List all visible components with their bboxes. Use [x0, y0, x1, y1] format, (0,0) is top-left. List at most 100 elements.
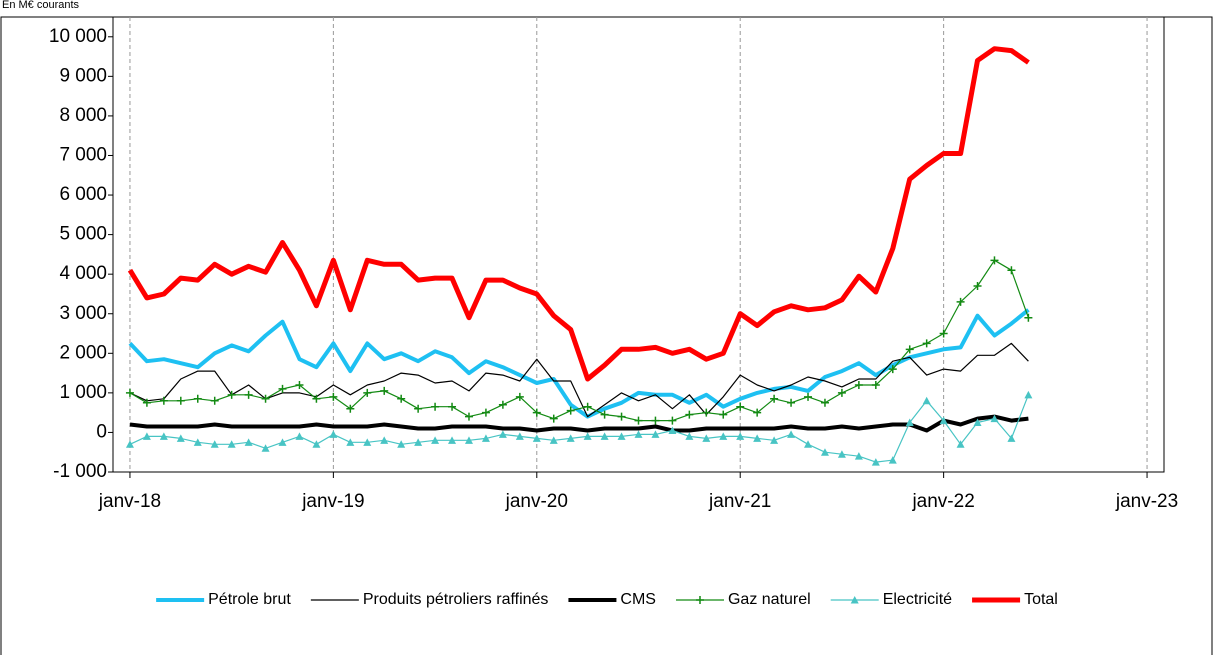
marker	[854, 452, 863, 460]
marker	[770, 394, 779, 403]
marker	[142, 432, 151, 440]
marker	[210, 396, 219, 405]
marker	[227, 390, 236, 399]
marker	[159, 396, 168, 405]
marker	[956, 440, 965, 448]
marker	[804, 440, 813, 448]
marker	[312, 440, 321, 448]
marker	[736, 432, 745, 440]
marker	[1024, 313, 1033, 322]
x-tick-label: janv-18	[98, 491, 161, 512]
legend-label: Pétrole brut	[208, 591, 291, 608]
marker	[278, 438, 287, 446]
x-tick-label: janv-23	[1115, 491, 1178, 512]
marker	[363, 438, 372, 446]
marker	[1007, 266, 1016, 275]
legend-label: Total	[1024, 591, 1058, 608]
marker	[244, 438, 253, 446]
marker	[973, 282, 982, 291]
chart-border	[0, 16, 1213, 655]
y-tick-label: 7 000	[59, 144, 107, 165]
marker	[871, 380, 880, 389]
series-line	[129, 259, 1029, 422]
marker	[871, 458, 880, 466]
marker	[532, 408, 541, 417]
marker	[888, 365, 897, 374]
marker	[549, 436, 558, 444]
marker	[956, 297, 965, 306]
marker	[532, 434, 541, 442]
marker	[695, 596, 704, 604]
marker	[125, 388, 134, 397]
marker	[600, 410, 609, 419]
y-tick-label: 0	[96, 421, 107, 442]
y-tick-label: 5 000	[59, 224, 107, 245]
marker	[617, 412, 626, 421]
y-tick-label: 6 000	[59, 184, 107, 205]
y-tick-label: -1 000	[53, 461, 107, 482]
plot-area	[112, 16, 1165, 473]
marker	[210, 440, 219, 448]
marker	[159, 432, 168, 440]
marker	[329, 430, 338, 438]
marker	[380, 436, 389, 444]
marker	[414, 438, 423, 446]
marker	[295, 380, 304, 389]
marker	[515, 432, 524, 440]
marker	[261, 444, 270, 452]
marker	[498, 430, 507, 438]
x-tick-label: janv-19	[301, 491, 364, 512]
marker	[787, 430, 796, 438]
marker	[397, 440, 406, 448]
marker	[820, 398, 829, 407]
marker	[837, 388, 846, 397]
x-tick-label: janv-21	[708, 491, 771, 512]
marker	[431, 402, 440, 411]
marker	[312, 394, 321, 403]
marker	[193, 438, 202, 446]
marker	[787, 398, 796, 407]
marker	[125, 440, 134, 448]
marker	[244, 390, 253, 399]
marker	[448, 402, 457, 411]
marker	[990, 256, 999, 265]
series-line	[129, 394, 1029, 463]
marker	[261, 394, 270, 403]
marker	[176, 396, 185, 405]
marker	[448, 436, 457, 444]
marker	[854, 380, 863, 389]
marker	[278, 384, 287, 393]
marker	[939, 329, 948, 338]
marker	[753, 434, 762, 442]
marker	[685, 432, 694, 440]
marker	[431, 436, 440, 444]
marker	[583, 432, 592, 440]
marker	[583, 402, 592, 411]
marker	[346, 404, 355, 413]
marker	[905, 418, 914, 427]
marker	[142, 398, 151, 407]
y-tick-label: 2 000	[59, 342, 107, 363]
marker	[736, 402, 745, 411]
marker	[651, 416, 660, 425]
marker	[702, 434, 711, 442]
y-tick-label: 8 000	[59, 105, 107, 126]
marker	[397, 394, 406, 403]
marker	[719, 432, 728, 440]
marker	[1007, 434, 1016, 442]
y-tick-label: 10 000	[49, 26, 107, 47]
marker	[905, 345, 914, 354]
marker	[668, 426, 677, 434]
marker	[515, 392, 524, 401]
marker	[481, 434, 490, 442]
marker	[600, 432, 609, 440]
marker	[566, 406, 575, 415]
marker	[414, 404, 423, 413]
y-tick-label: 4 000	[59, 263, 107, 284]
x-tick-label: janv-22	[911, 491, 974, 512]
legend-label: CMS	[620, 591, 656, 608]
y-tick-label: 3 000	[59, 303, 107, 324]
marker	[464, 436, 473, 444]
marker	[837, 450, 846, 458]
